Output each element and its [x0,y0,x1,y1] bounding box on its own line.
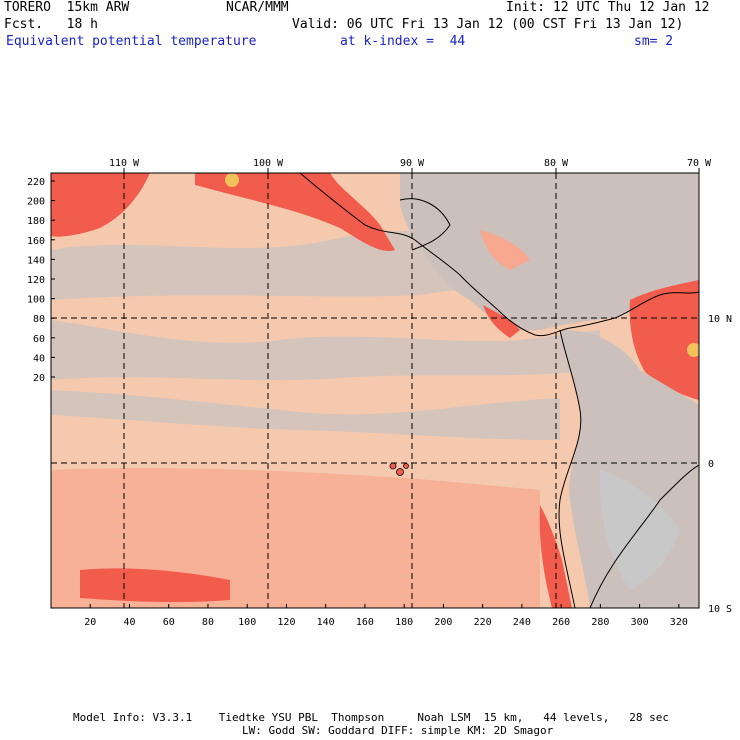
yellow-spot-east [687,343,699,357]
x-tick-label: 320 [670,617,688,628]
honduras-warm [480,230,530,270]
theta-e-field [51,173,699,608]
y-tick-label: 180 [27,216,45,227]
lon-label: 90 W [400,158,425,169]
lon-label: 100 W [253,158,284,169]
x-tick-label: 140 [317,617,335,628]
central-america-land [400,173,699,331]
x-tick-label: 40 [123,617,135,628]
x-tick-label: 240 [513,617,531,628]
y-tick-label: 200 [27,197,45,208]
physics-info: LW: Godd SW: Goddard DIFF: simple KM: 2D… [242,724,554,737]
init-time: Init: 12 UTC Thu 12 Jan 12 [506,0,710,15]
x-tick-label: 220 [474,617,492,628]
light-gray-patch [599,470,680,590]
south-red-patch [80,568,230,603]
yellow-spot-north [225,173,239,187]
x-tick-label: 260 [552,617,570,628]
forecast-hour: Fcst. 18 h [4,17,98,32]
smoothing-label: sm= 2 [634,34,674,49]
y-tick-label: 100 [27,295,45,306]
model-title: TORERO 15km ARW [4,0,130,15]
y-tick-label: 20 [33,373,45,384]
south-america-coastline [558,329,582,608]
y-tick-label: 60 [33,334,45,345]
x-tick-label: 200 [434,617,452,628]
northwest-red-patch [51,173,150,237]
y-tick-label: 120 [27,275,45,286]
costa-rica-red [483,305,520,338]
gray-band-south [51,390,560,440]
x-tick-label: 20 [84,617,96,628]
x-tick-label: 280 [591,617,609,628]
x-tick-label: 80 [202,617,214,628]
map-frame [50,172,700,609]
lon-label: 70 W [687,158,712,169]
organization: NCAR/MMM [226,0,289,15]
lat-lon-grid [51,173,699,608]
pacific-coastline [299,173,699,337]
x-tick-label: 120 [277,617,295,628]
y-tick-label: 40 [33,353,45,364]
guatemala-border [399,198,451,251]
lon-label: 80 W [544,158,569,169]
lat-label: 10 N [708,314,732,325]
field-name: Equivalent potential temperature [6,34,257,49]
x-tick-label: 160 [356,617,374,628]
lon-label: 110 W [109,158,140,169]
map-figure: 110 W 100 W 90 W 80 W 70 W 10 N 0 10 S 220 200 180… [27,158,732,628]
x-tick-label: 100 [238,617,256,628]
model-info: Model Info: V3.3.1 Tiedtke YSU PBL Thomp… [73,711,670,724]
lat-label: 0 [708,459,714,470]
y-tick-label: 140 [27,255,45,266]
valid-time: Valid: 06 UTC Fri 13 Jan 12 (00 CST Fri … [292,17,684,32]
y-tick-label: 80 [33,314,45,325]
level-label: at k-index = 44 [340,34,466,49]
mexico-red-band [195,173,395,251]
colombia-red-region [629,280,699,400]
x-tick-label: 300 [631,617,649,628]
lat-label: 10 S [708,604,732,615]
x-tick-label: 60 [163,617,175,628]
gray-band-middle [51,320,600,381]
x-tick-label: 180 [395,617,413,628]
y-tick-label: 220 [27,177,45,188]
interior-border [589,464,699,608]
y-tick-label: 160 [27,236,45,247]
